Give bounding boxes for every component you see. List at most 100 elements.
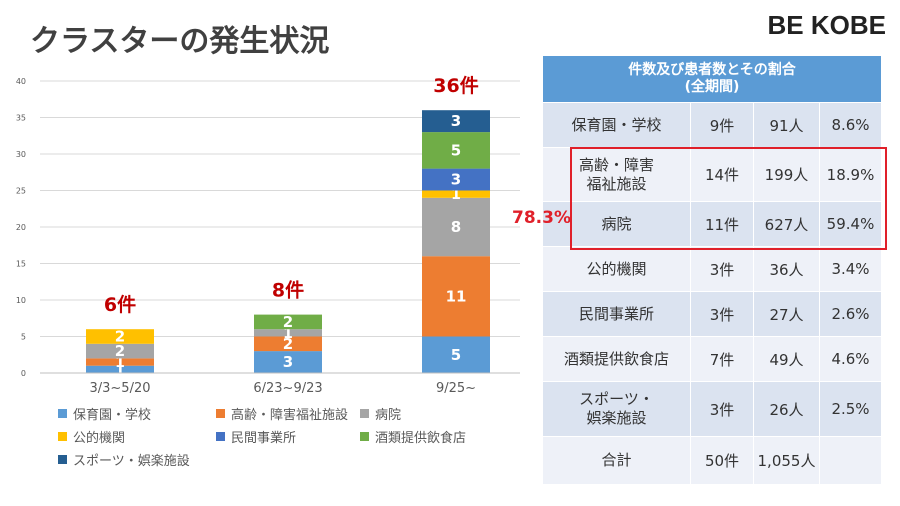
legend-item: 病院 <box>360 404 401 423</box>
bar-segment <box>86 358 154 366</box>
row-name: スポーツ・ 娯楽施設 <box>579 390 654 427</box>
legend-item: スポーツ・娯楽施設 <box>58 450 190 469</box>
y-tick-label: 30 <box>16 150 26 159</box>
row-ratio: 8.6% <box>819 103 881 147</box>
cluster-stacked-bar-chart: 051015202530354011223/3~5/206件32126/23~9… <box>16 74 520 396</box>
highlight-percentage: 78.3% <box>512 208 571 228</box>
row-name: 民間事業所 <box>578 304 654 323</box>
bar-segment <box>86 365 154 373</box>
y-tick-label: 20 <box>16 223 26 232</box>
row-patients: 91人 <box>753 103 819 147</box>
table-row: 酒類提供飲食店 7件 49人 4.6% <box>543 336 881 381</box>
row-patients: 49人 <box>753 337 819 381</box>
bar-segment <box>422 256 490 337</box>
legend-label: 民間事業所 <box>231 431 297 446</box>
summary-table: 件数及び患者数とその割合 (全期間) 保育園・学校 9件 91人 8.6% 高齢・障害 … <box>543 56 881 484</box>
row-count: 14件 <box>690 148 753 201</box>
table-header: 件数及び患者数とその割合 (全期間) <box>543 56 881 102</box>
row-count: 11件 <box>690 202 753 246</box>
row-ratio: 3.4% <box>819 247 881 291</box>
row-ratio <box>819 437 881 484</box>
row-name: 公的機関 <box>586 259 647 278</box>
legend-item: 保育園・学校 <box>58 404 151 423</box>
row-ratio: 18.9% <box>819 148 881 201</box>
data-label: 2 <box>283 335 293 353</box>
bar-segment <box>422 132 490 169</box>
y-tick-label: 10 <box>16 296 26 305</box>
data-label: 1 <box>115 362 125 378</box>
table-body: 保育園・学校 9件 91人 8.6% 高齢・障害 福祉施設 14件 199人 18.9% 病院 1… <box>543 102 881 484</box>
table-row: 民間事業所 3件 27人 2.6% <box>543 291 881 336</box>
y-tick-label: 35 <box>16 114 26 123</box>
row-count: 9件 <box>690 103 753 147</box>
bar-segment <box>254 351 322 373</box>
legend-swatch <box>216 432 225 441</box>
bar-segment <box>254 329 322 337</box>
row-patients: 627人 <box>753 202 819 246</box>
brand-logo: BE KOBE <box>767 10 886 40</box>
bar-segment <box>422 336 490 373</box>
legend-label: 病院 <box>375 408 402 423</box>
data-label: 5 <box>451 141 461 159</box>
legend-label: 酒類提供飲食店 <box>375 431 467 446</box>
legend-label: 高齢・障害福祉施設 <box>231 408 349 423</box>
row-name: 高齢・障害 福祉施設 <box>578 155 654 193</box>
y-tick-label: 25 <box>16 187 26 196</box>
bar-segment <box>254 314 322 330</box>
table-row: 合計 50件 1,055人 <box>543 436 881 484</box>
data-label: 5 <box>451 346 461 364</box>
data-label: 2 <box>115 342 125 360</box>
row-patients: 36人 <box>753 247 819 291</box>
legend-item: 民間事業所 <box>216 427 296 446</box>
highlight-box <box>570 147 887 250</box>
row-count: 3件 <box>690 382 753 436</box>
row-count: 50件 <box>690 437 753 484</box>
row-ratio: 2.5% <box>819 382 881 436</box>
table-row: 公的機関 3件 36人 3.4% <box>543 246 881 291</box>
row-count: 7件 <box>690 337 753 381</box>
row-name: 保育園・学校 <box>571 115 662 134</box>
bar-segment <box>422 197 490 257</box>
bar-segment <box>422 168 490 191</box>
data-label: 2 <box>115 328 125 346</box>
y-tick-label: 5 <box>21 333 26 342</box>
table-header-title: 件数及び患者数とその割合 <box>628 62 796 78</box>
row-patients: 199人 <box>753 148 819 201</box>
table-row: 病院 11件 627人 59.4% <box>543 201 881 246</box>
legend-item: 高齢・障害福祉施設 <box>216 404 348 423</box>
bar-total-label: 8件 <box>272 279 304 302</box>
x-tick-label: 3/3~5/20 <box>89 381 150 396</box>
x-tick-label: 6/23~9/23 <box>253 381 322 396</box>
bar-total-label: 6件 <box>104 293 136 316</box>
row-ratio: 2.6% <box>819 292 881 336</box>
row-patients: 26人 <box>753 382 819 436</box>
data-label: 1 <box>451 187 461 203</box>
legend-label: 公的機関 <box>73 431 126 446</box>
bar-segment <box>254 336 322 352</box>
table-row: スポーツ・ 娯楽施設 3件 26人 2.5% <box>543 381 881 436</box>
legend-swatch <box>360 409 369 418</box>
data-label: 2 <box>283 313 293 331</box>
bar-segment <box>422 190 490 198</box>
row-count: 3件 <box>690 247 753 291</box>
bar-segment <box>422 110 490 133</box>
row-name: 病院 <box>601 214 632 233</box>
bar-segment <box>86 329 154 344</box>
page-title: クラスターの発生状況 <box>30 24 330 59</box>
row-patients: 1,055人 <box>753 437 819 484</box>
legend-label: スポーツ・娯楽施設 <box>73 454 190 469</box>
bar-segment <box>86 343 154 359</box>
data-label: 1 <box>283 326 293 342</box>
legend-item: 酒類提供飲食店 <box>360 427 466 446</box>
legend-swatch <box>58 455 67 464</box>
x-tick-label: 9/25~ <box>436 381 476 396</box>
y-tick-label: 15 <box>16 260 26 269</box>
legend-label: 保育園・学校 <box>73 408 152 423</box>
legend-swatch <box>58 432 67 441</box>
legend-swatch <box>58 409 67 418</box>
data-label: 3 <box>283 353 293 371</box>
legend-swatch <box>360 432 369 441</box>
legend-item: 公的機関 <box>58 427 125 446</box>
bar-total-label: 36件 <box>433 74 478 97</box>
row-ratio: 59.4% <box>819 202 881 246</box>
